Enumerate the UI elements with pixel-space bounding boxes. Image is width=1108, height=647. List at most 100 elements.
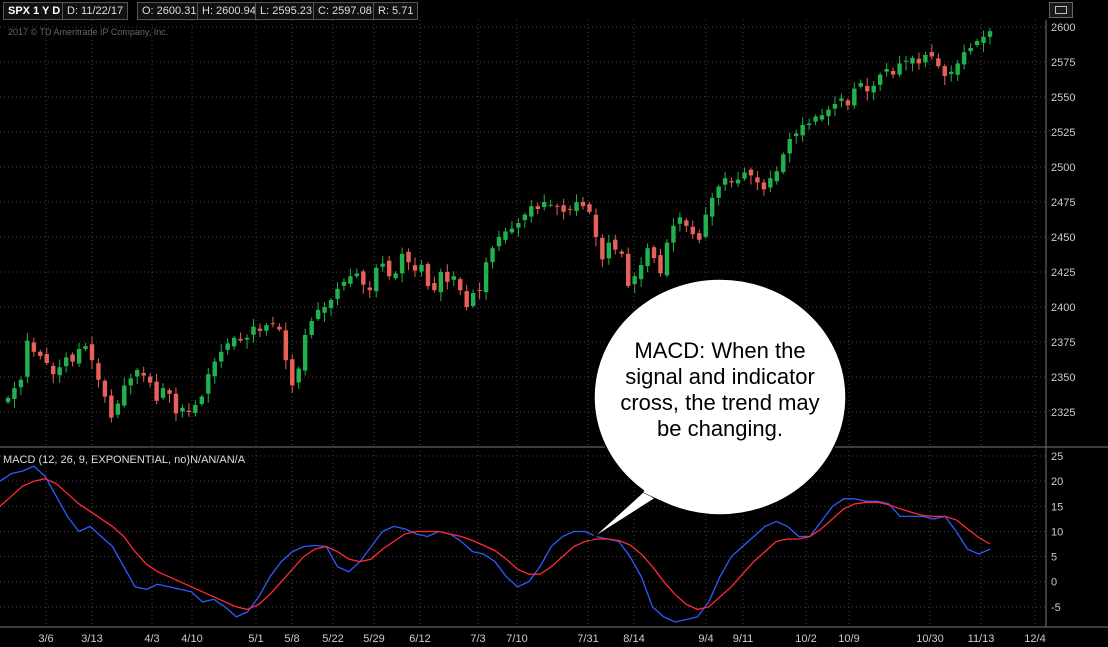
- candle-body: [399, 253, 405, 274]
- candle-body: [309, 321, 314, 335]
- date-value: D: 11/22/17: [62, 2, 129, 20]
- candle-body: [509, 228, 515, 233]
- candle-body: [302, 335, 308, 371]
- candle-body: [832, 104, 838, 109]
- candle-body: [354, 273, 360, 277]
- candle-body: [839, 98, 844, 102]
- candle-body: [425, 264, 431, 286]
- date-tick-label: 10/2: [795, 633, 816, 645]
- candle-body: [651, 247, 657, 258]
- candle-body: [445, 272, 450, 282]
- candle-body: [865, 85, 870, 92]
- candle-body: [800, 125, 805, 136]
- candle-body: [806, 123, 812, 125]
- candle-body: [206, 374, 211, 394]
- candle-body: [580, 202, 586, 207]
- candle-body: [477, 290, 482, 292]
- candle-body: [315, 309, 321, 320]
- candle-body: [380, 263, 385, 267]
- macd-study-label[interactable]: MACD (12, 26, 9, EXPONENTIAL, no)N/AN/AN…: [3, 454, 246, 466]
- candle-body: [929, 52, 935, 57]
- symbol-label[interactable]: SPX 1 Y D: [3, 2, 66, 20]
- signal-line: [0, 478, 991, 611]
- candle-body: [716, 186, 721, 198]
- candle-body: [25, 340, 30, 377]
- callout-tail-join: [643, 489, 662, 501]
- candle-body: [826, 109, 831, 117]
- candle-body: [709, 197, 715, 217]
- candle-body: [212, 361, 217, 377]
- candle-body: [38, 351, 43, 356]
- candle-body: [89, 344, 95, 361]
- macd-tick-label: 20: [1051, 476, 1063, 488]
- candle-body: [884, 69, 889, 72]
- candle-body: [658, 255, 663, 274]
- candle-body: [936, 58, 941, 67]
- price-tick-label: 2575: [1051, 57, 1075, 69]
- candle-body: [225, 343, 230, 350]
- candle-body: [63, 357, 69, 367]
- candle-body: [57, 367, 62, 376]
- price-tick-label: 2500: [1051, 162, 1075, 174]
- candle-body: [968, 48, 973, 52]
- high-value: H: 2600.94: [197, 2, 261, 20]
- price-tick-label: 2475: [1051, 197, 1075, 209]
- candle-body: [419, 265, 424, 272]
- date-tick-label: 8/14: [623, 633, 644, 645]
- candle-body: [147, 376, 153, 383]
- candle-body: [5, 398, 11, 403]
- candle-body: [412, 265, 418, 271]
- candle-body: [386, 260, 392, 277]
- candle-body: [141, 372, 146, 376]
- candle-body: [122, 385, 127, 406]
- date-tick-label: 5/8: [284, 633, 299, 645]
- candle-body: [328, 300, 334, 308]
- candle-body: [348, 276, 353, 284]
- date-tick-label: 10/9: [838, 633, 859, 645]
- candle-body: [432, 283, 437, 291]
- close-value: C: 2597.08: [313, 2, 377, 20]
- candle-body: [987, 31, 993, 37]
- date-tick-label: 4/3: [144, 633, 159, 645]
- candle-body: [270, 323, 276, 325]
- candle-body: [490, 248, 495, 263]
- candle-body: [290, 359, 295, 386]
- maximize-icon[interactable]: [1049, 2, 1073, 18]
- candle-body: [231, 337, 237, 347]
- candle-body: [70, 354, 75, 362]
- candle-body: [638, 265, 644, 280]
- candle-body: [522, 214, 528, 221]
- low-value: L: 2595.23: [255, 2, 317, 20]
- macd-tick-label: 10: [1051, 526, 1063, 538]
- price-tick-label: 2325: [1051, 407, 1075, 419]
- macd-tick-label: 25: [1051, 451, 1063, 463]
- candle-body: [135, 370, 140, 377]
- macd-tick-label: 15: [1051, 501, 1063, 513]
- date-tick-label: 6/12: [409, 633, 430, 645]
- candle-body: [761, 182, 767, 190]
- callout-tail: [589, 491, 658, 541]
- candle-body: [793, 133, 799, 137]
- candle-body: [813, 116, 818, 122]
- candle-body: [102, 380, 108, 397]
- candle-body: [367, 287, 372, 291]
- candle-body: [774, 171, 780, 182]
- candle-body: [664, 242, 670, 276]
- candle-body: [684, 220, 689, 226]
- candle-body: [393, 273, 398, 279]
- candle-body: [51, 365, 56, 375]
- candle-body: [83, 346, 88, 349]
- candle-body: [535, 206, 540, 209]
- candle-body: [729, 181, 734, 183]
- candle-body: [173, 393, 179, 414]
- price-tick-label: 2400: [1051, 302, 1075, 314]
- date-tick-label: 3/13: [81, 633, 102, 645]
- macd-tick-label: -5: [1051, 602, 1061, 614]
- candle-body: [910, 57, 915, 64]
- candle-body: [186, 410, 192, 412]
- candle-body: [283, 330, 289, 361]
- price-tick-label: 2450: [1051, 232, 1075, 244]
- candle-body: [257, 328, 263, 331]
- candle-body: [942, 66, 947, 76]
